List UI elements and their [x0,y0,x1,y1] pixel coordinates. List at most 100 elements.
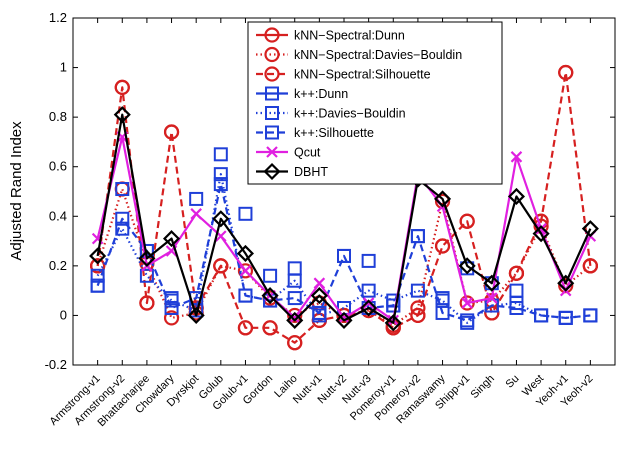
data-point [312,305,327,320]
data-point [410,307,426,324]
legend-marker [265,86,279,101]
data-point [434,238,451,254]
data-point [263,268,278,283]
data-point [510,151,523,163]
series-5 [90,177,598,328]
x-tick-label: Singh [469,373,497,401]
legend-label: DBHT [294,165,328,179]
series-layer [89,64,599,351]
data-point [313,277,326,289]
data-point [113,106,131,124]
data-point [237,263,254,279]
data-point [337,248,351,263]
y-tick-label: 0.6 [49,159,67,174]
data-point [508,265,525,281]
data-point [187,306,205,324]
legend-marker [266,146,278,158]
legend-label: k++:Silhouette [294,126,374,140]
data-point [236,244,255,263]
series-line [96,113,592,324]
data-point [433,190,452,208]
data-point [115,211,130,226]
legend-label: kNN−Spectral:Silhouette [294,68,431,82]
data-point [262,320,278,336]
legend: kNN−Spectral:Dunn kNN−Spectral:Davies−Bou… [247,21,503,185]
series-line [96,182,591,322]
y-tick-label: 0 [60,307,67,322]
data-point [532,225,550,243]
legend-box [247,21,503,185]
data-point [239,265,252,277]
data-point [287,307,303,324]
data-point [287,291,302,306]
data-point [459,295,475,311]
data-point [360,299,378,317]
data-point [139,268,154,283]
data-point [483,274,501,292]
data-point [581,220,599,238]
data-point [507,187,526,206]
y-axis-ticks: -0.2 0 0.2 0.4 0.6 0.8 1 1.2 [45,10,615,372]
y-tick-label: 0.8 [49,109,67,124]
legend-label: Qcut [294,146,321,160]
legend-marker [264,66,280,82]
legend-label: kNN−Spectral:Davies−Bouldin [294,48,462,62]
data-point [338,312,350,324]
data-point [163,310,180,326]
data-point [139,295,155,311]
data-point [362,297,375,309]
legend-label: k++:Dunn [294,87,348,101]
y-axis-title: Adjusted Rand Index [8,121,25,261]
data-point [138,249,156,267]
data-point [459,213,475,229]
data-point [115,182,130,197]
data-point [238,288,253,303]
data-point [261,287,279,305]
data-point [583,308,598,323]
data-point [557,274,575,292]
data-point [164,293,179,308]
data-point [361,283,376,298]
data-point [460,313,475,328]
data-point [162,230,181,248]
data-point [238,206,253,221]
data-point [386,298,401,313]
data-point [535,222,547,235]
data-point [237,320,254,336]
y-tick-label: -0.2 [45,357,67,372]
data-point [435,305,450,320]
data-point [212,210,230,228]
data-point [90,278,105,293]
data-point [213,147,228,162]
data-point [509,300,524,315]
legend-marker [264,46,280,63]
data-point [288,312,301,324]
data-point [213,167,228,182]
data-point [286,311,304,329]
x-tick-label: Su [504,373,522,391]
data-point [384,314,402,332]
data-point [164,300,179,315]
data-point [410,283,425,298]
legend-label: kNN−Spectral:Dunn [294,29,405,43]
data-point [582,258,598,274]
legend-marker [265,125,279,140]
data-point [558,310,573,325]
data-point [361,253,376,268]
series-7 [89,106,599,332]
y-tick-label: 1.2 [49,10,67,25]
legend-label: k++:Davies−Bouldin [294,107,406,121]
data-point [486,292,498,304]
y-tick-label: 1 [60,60,67,75]
data-point [310,287,328,305]
legend-marker [265,106,279,120]
data-point [114,79,130,96]
data-point [335,311,353,329]
legend-marker [263,162,281,181]
data-point [287,273,302,288]
y-tick-label: 0.2 [49,258,67,273]
series-line [96,71,592,344]
data-point [89,247,107,265]
data-point [534,308,549,323]
